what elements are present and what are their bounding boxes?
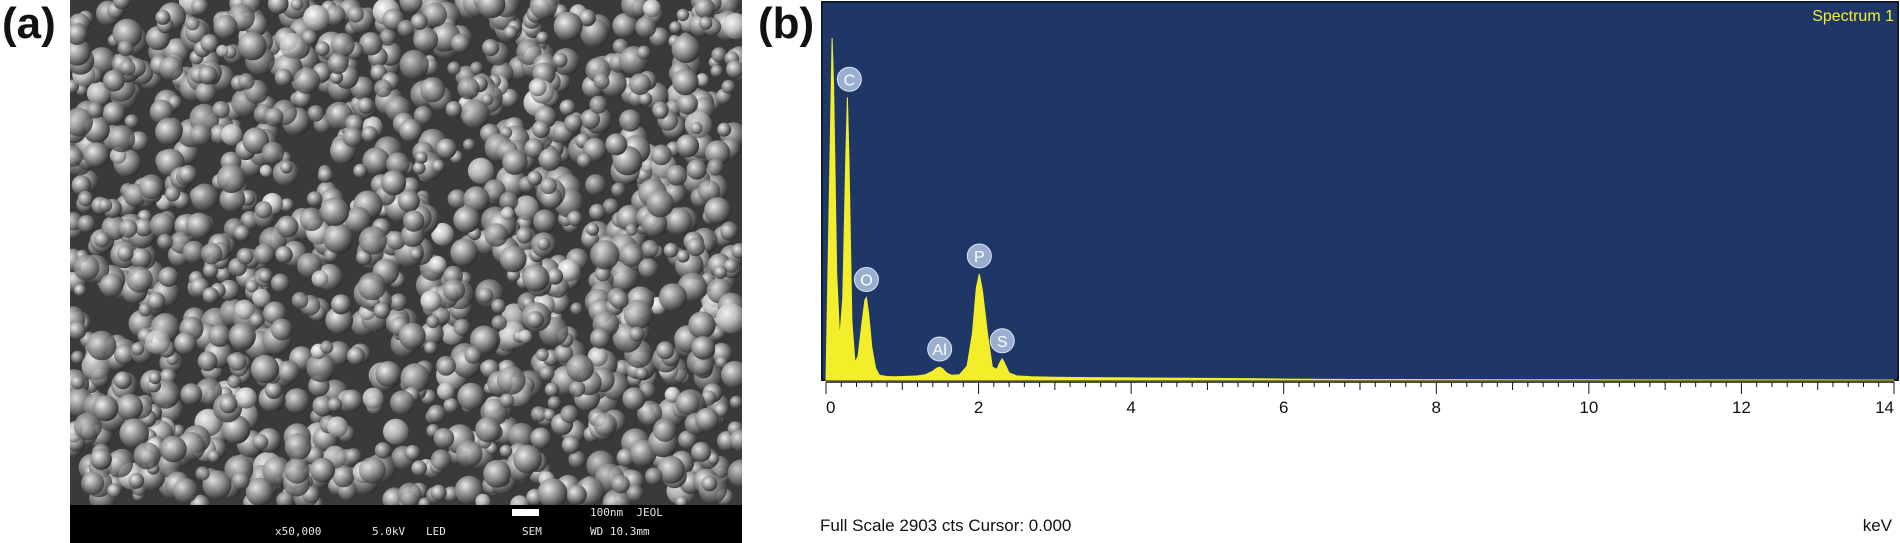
x-tick-label: 12	[1732, 398, 1751, 417]
peak-marker-circle	[853, 267, 879, 293]
panel-label-b: (b)	[758, 0, 815, 48]
peak-marker-circle	[989, 328, 1015, 354]
eds-panel: 0 2 4 6 8 10 12 14 C O Al P S Spectrum 1 Full Scale…	[820, 0, 1900, 543]
sem-scale-bar	[512, 509, 539, 516]
chart-footer: Full Scale 2903 cts Cursor: 0.000	[820, 516, 1072, 535]
x-axis-label: keV	[1862, 516, 1892, 535]
spectrum-series	[825, 37, 1895, 381]
sem-grain-texture	[70, 0, 742, 505]
peak-marker-c: C	[836, 66, 862, 92]
sem-working-distance: WD 10.3mm	[590, 525, 650, 538]
peak-label: P	[974, 249, 985, 266]
chart-title: Spectrum 1	[1812, 8, 1894, 25]
peak-label: Al	[933, 342, 947, 359]
peak-marker-p: P	[966, 243, 992, 269]
sem-voltage: 5.0kV	[372, 525, 406, 538]
eds-chart: 0 2 4 6 8 10 12 14 C O Al P S	[821, 1, 1899, 417]
sem-detector: LED	[426, 525, 446, 538]
peak-markers: C O Al P S	[836, 66, 1015, 362]
x-tick-label: 2	[974, 398, 983, 417]
plot-background	[821, 1, 1899, 381]
peak-marker-circle	[966, 243, 992, 269]
sem-micrograph-icon	[70, 0, 742, 505]
x-axis: 0 2 4 6 8 10 12 14	[825, 381, 1895, 417]
x-tick-label: 6	[1279, 398, 1288, 417]
panel-label-a: (a)	[2, 0, 56, 48]
sem-info-bar: 100nm JEOL x50,000 5.0kV LED SEM WD 10.3…	[70, 505, 742, 543]
x-tick-label: 14	[1875, 398, 1894, 417]
peak-marker-s: S	[989, 328, 1015, 354]
peak-marker-o: O	[853, 267, 879, 293]
sem-scale-text: 100nm JEOL	[590, 506, 663, 519]
sem-panel: 100nm JEOL x50,000 5.0kV LED SEM WD 10.3…	[70, 0, 742, 543]
x-tick-label: 8	[1432, 398, 1441, 417]
sem-mode: SEM	[522, 525, 542, 538]
peak-label: C	[844, 72, 856, 89]
x-tick-label: 0	[826, 398, 835, 417]
x-tick-label: 4	[1126, 398, 1135, 417]
sem-magnification: x50,000	[275, 525, 322, 538]
peak-marker-circle	[836, 66, 862, 92]
spectrum-area	[825, 37, 1895, 381]
peak-marker-circle	[927, 336, 953, 362]
x-tick-label: 10	[1579, 398, 1598, 417]
peak-label: S	[997, 334, 1008, 351]
peak-label: O	[860, 273, 872, 290]
peak-marker-al: Al	[927, 336, 953, 362]
